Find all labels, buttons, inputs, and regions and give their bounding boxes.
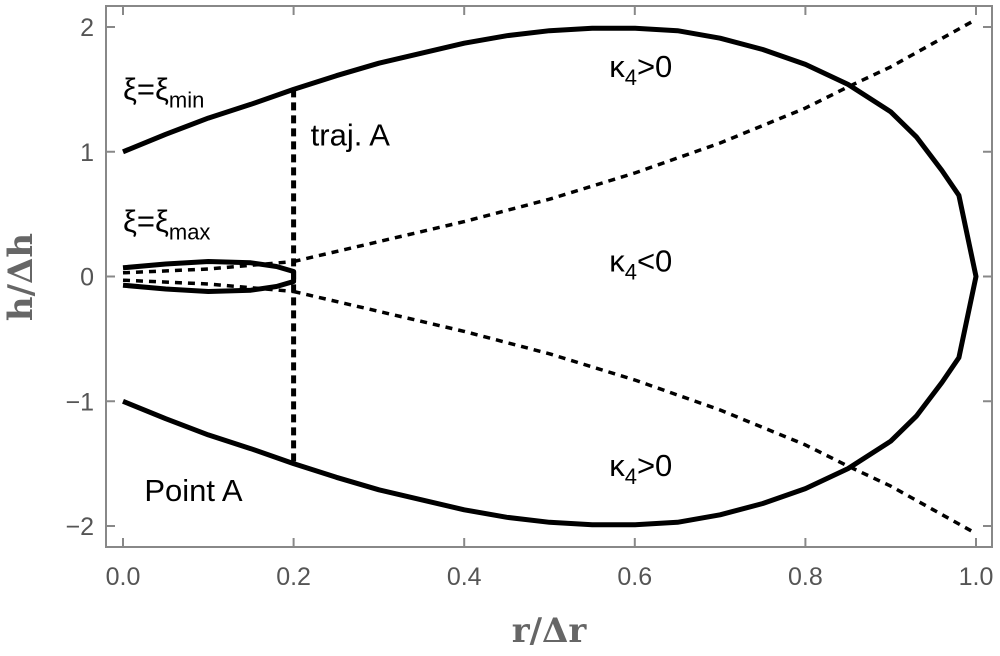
y-axis-title: h/Δh: [1, 233, 41, 321]
axis-ticks: 0.0 0.2 0.4 0.6 0.8 1.0 2 1 0 −1 −2: [65, 6, 993, 591]
x-tick-label: 0.4: [447, 563, 482, 591]
annotation-kappa-bot: κ4>0: [609, 448, 672, 489]
x-tick-label: 1.0: [959, 563, 994, 591]
annotation-point-a: Point A: [144, 473, 243, 508]
series-1-line: [122, 259, 297, 294]
annotation-kappa-top: κ4>0: [609, 49, 672, 90]
x-tick-label: 0.0: [106, 563, 141, 591]
y-tick-label: 0: [80, 264, 94, 292]
annotation-xi-min: ξ=ξmin: [123, 71, 204, 112]
annotation-kappa-mid: κ4<0: [609, 244, 672, 285]
y-tick-label: −2: [65, 513, 94, 541]
x-tick-label: 0.2: [276, 563, 311, 591]
series-5-line: [122, 278, 294, 294]
series-4-line: [122, 259, 294, 275]
x-tick-label: 0.8: [788, 563, 823, 591]
y-tick-label: −1: [65, 388, 94, 416]
y-tick-label: 2: [80, 14, 94, 42]
series-3-line: [293, 289, 977, 536]
annotation-traj-a: traj. A: [311, 118, 391, 153]
x-axis-title: r/Δr: [512, 611, 588, 651]
curves: [122, 17, 979, 536]
series-2-line: [293, 17, 977, 264]
series-0-line: [122, 25, 979, 528]
annotations: ξ=ξmin ξ=ξmax traj. A κ4>0 κ4<0 κ4>0 Point A: [123, 49, 672, 508]
x-tick-label: 0.6: [617, 563, 652, 591]
y-tick-label: 1: [80, 139, 94, 167]
plot-frame: [105, 5, 993, 548]
annotation-xi-max: ξ=ξmax: [123, 204, 210, 245]
